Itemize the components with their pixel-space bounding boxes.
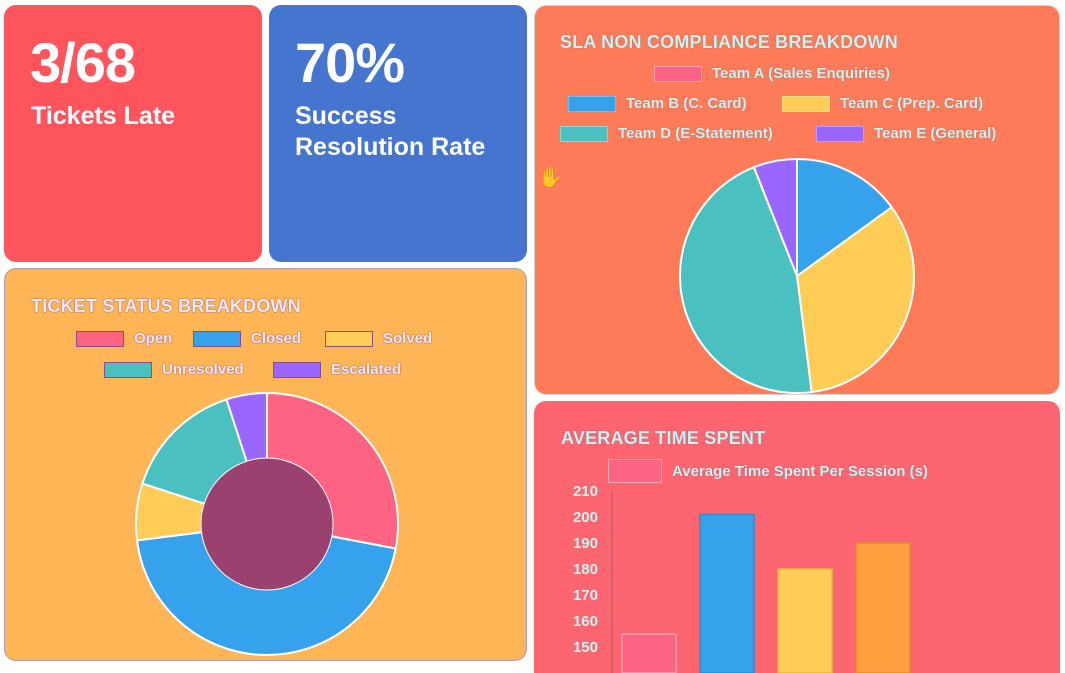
status-legend-item[interactable]: Solved xyxy=(325,330,432,347)
status-legend-item[interactable]: Escalated xyxy=(273,361,401,378)
sla-slice-team-e-general[interactable] xyxy=(752,157,798,277)
resolution-rate-value: 70% xyxy=(295,31,405,94)
resolution-rate-label: Success Resolution Rate xyxy=(295,101,485,163)
legend-swatch xyxy=(816,125,864,142)
sla-slice-team-d-e-statement[interactable] xyxy=(679,165,813,394)
legend-label: Open xyxy=(134,330,173,347)
legend-swatch xyxy=(193,330,241,347)
legend-label: Team B (C. Card) xyxy=(626,95,747,112)
status-doughnut-chart[interactable] xyxy=(5,269,527,661)
sla-slice-team-c-prep-card[interactable] xyxy=(795,205,915,394)
legend-swatch xyxy=(273,361,321,378)
resolution-rate-card: 70% Success Resolution Rate xyxy=(269,5,527,262)
legend-swatch xyxy=(568,95,616,112)
y-tick-label: 210 xyxy=(573,483,598,500)
sla-legend-item[interactable]: Team D (E-Statement) xyxy=(560,125,773,142)
y-tick-label: 160 xyxy=(573,613,598,630)
legend-swatch xyxy=(560,125,608,142)
ticket-status-card: TICKET STATUS BREAKDOWN Open Closed Solv… xyxy=(4,268,527,661)
legend-label: Unresolved xyxy=(162,361,244,378)
doughnut-center xyxy=(200,457,334,591)
sla-breakdown-card: SLA NON COMPLIANCE BREAKDOWN Team A (Sal… xyxy=(534,5,1060,395)
tickets-late-value: 3/68 xyxy=(30,31,136,94)
legend-label: Solved xyxy=(383,330,433,347)
y-tick-label: 180 xyxy=(573,561,598,578)
sla-slice-team-b-c-card[interactable] xyxy=(796,157,894,278)
time-bar-2[interactable] xyxy=(699,513,755,673)
time-bar-1[interactable] xyxy=(621,633,677,673)
legend-label: Closed xyxy=(251,330,302,347)
legend-label: Team A (Sales Enquiries) xyxy=(712,65,890,82)
average-time-card: AVERAGE TIME SPENT Average Time Spent Pe… xyxy=(534,401,1060,673)
sla-chart-title: SLA NON COMPLIANCE BREAKDOWN xyxy=(560,32,898,52)
legend-swatch xyxy=(782,95,830,112)
resolution-rate-label-line1: Success xyxy=(295,102,397,130)
tickets-late-label: Tickets Late xyxy=(31,102,176,130)
legend-swatch xyxy=(608,459,662,483)
sla-legend-item[interactable]: Team B (C. Card) xyxy=(568,95,747,112)
status-legend-item[interactable]: Closed xyxy=(193,330,301,347)
resolution-rate-label-line2: Resolution Rate xyxy=(295,133,486,161)
sla-legend-item[interactable]: Team C (Prep. Card) xyxy=(782,95,983,112)
y-tick-label: 200 xyxy=(573,509,598,526)
sla-pie-chart[interactable] xyxy=(535,6,1060,395)
legend-swatch xyxy=(654,65,702,82)
status-legend-item[interactable]: Unresolved xyxy=(104,361,244,378)
legend-swatch xyxy=(76,330,124,347)
legend-label: Team E (General) xyxy=(874,125,997,142)
y-tick-label: 170 xyxy=(573,587,598,604)
tickets-late-card: 3/68 Tickets Late xyxy=(4,5,262,262)
legend-swatch xyxy=(104,361,152,378)
time-chart-title: AVERAGE TIME SPENT xyxy=(561,428,766,448)
legend-label: Team D (E-Statement) xyxy=(618,125,773,142)
y-tick-label: 150 xyxy=(573,639,598,656)
time-bar-chart[interactable]: 150 160 170 180 190 200 210 xyxy=(534,401,1060,673)
legend-label: Escalated xyxy=(331,361,402,378)
status-legend-item[interactable]: Open xyxy=(76,330,172,347)
time-legend-item[interactable]: Average Time Spent Per Session (s) xyxy=(608,459,928,483)
legend-swatch xyxy=(325,330,373,347)
sla-legend-item[interactable]: Team A (Sales Enquiries) xyxy=(654,65,890,82)
time-bar-4[interactable] xyxy=(855,542,911,673)
status-chart-title: TICKET STATUS BREAKDOWN xyxy=(31,296,301,316)
legend-label: Average Time Spent Per Session (s) xyxy=(672,462,928,480)
time-bar-3[interactable] xyxy=(777,568,833,673)
legend-label: Team C (Prep. Card) xyxy=(840,95,984,112)
y-tick-label: 190 xyxy=(573,535,598,552)
hand-cursor-icon: ✋ xyxy=(538,167,563,189)
sla-legend-item[interactable]: Team E (General) xyxy=(816,125,996,142)
